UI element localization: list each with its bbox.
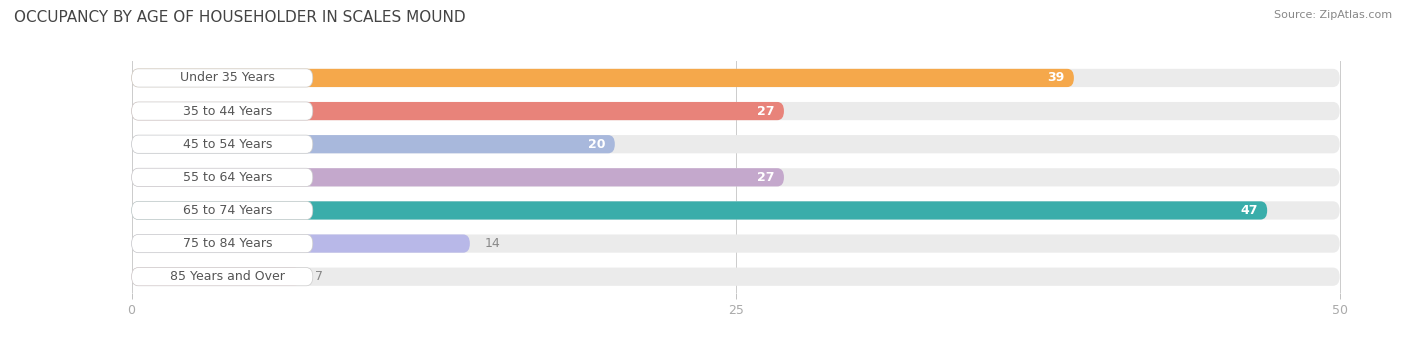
FancyBboxPatch shape xyxy=(132,268,301,286)
FancyBboxPatch shape xyxy=(132,235,312,253)
FancyBboxPatch shape xyxy=(132,235,470,253)
FancyBboxPatch shape xyxy=(132,168,1340,187)
FancyBboxPatch shape xyxy=(132,102,1340,120)
Text: 39: 39 xyxy=(1047,72,1064,85)
FancyBboxPatch shape xyxy=(132,135,312,153)
Text: 45 to 54 Years: 45 to 54 Years xyxy=(183,138,273,151)
FancyBboxPatch shape xyxy=(132,69,312,87)
Text: 85 Years and Over: 85 Years and Over xyxy=(170,270,285,283)
Text: Under 35 Years: Under 35 Years xyxy=(180,72,276,85)
Text: 20: 20 xyxy=(588,138,605,151)
FancyBboxPatch shape xyxy=(132,69,1340,87)
Text: 7: 7 xyxy=(315,270,323,283)
Text: 27: 27 xyxy=(756,171,775,184)
FancyBboxPatch shape xyxy=(132,235,1340,253)
Text: 65 to 74 Years: 65 to 74 Years xyxy=(183,204,273,217)
Text: 27: 27 xyxy=(756,105,775,118)
FancyBboxPatch shape xyxy=(132,168,312,187)
FancyBboxPatch shape xyxy=(132,102,785,120)
Text: 14: 14 xyxy=(484,237,501,250)
Text: OCCUPANCY BY AGE OF HOUSEHOLDER IN SCALES MOUND: OCCUPANCY BY AGE OF HOUSEHOLDER IN SCALE… xyxy=(14,10,465,25)
FancyBboxPatch shape xyxy=(132,135,1340,153)
Text: Source: ZipAtlas.com: Source: ZipAtlas.com xyxy=(1274,10,1392,20)
FancyBboxPatch shape xyxy=(132,168,785,187)
FancyBboxPatch shape xyxy=(132,135,614,153)
Text: 35 to 44 Years: 35 to 44 Years xyxy=(183,105,273,118)
FancyBboxPatch shape xyxy=(132,69,1074,87)
Text: 55 to 64 Years: 55 to 64 Years xyxy=(183,171,273,184)
Text: 75 to 84 Years: 75 to 84 Years xyxy=(183,237,273,250)
Text: 47: 47 xyxy=(1240,204,1257,217)
FancyBboxPatch shape xyxy=(132,201,1340,220)
FancyBboxPatch shape xyxy=(132,268,1340,286)
FancyBboxPatch shape xyxy=(132,102,312,120)
FancyBboxPatch shape xyxy=(132,201,1267,220)
FancyBboxPatch shape xyxy=(132,201,312,220)
FancyBboxPatch shape xyxy=(132,268,312,286)
